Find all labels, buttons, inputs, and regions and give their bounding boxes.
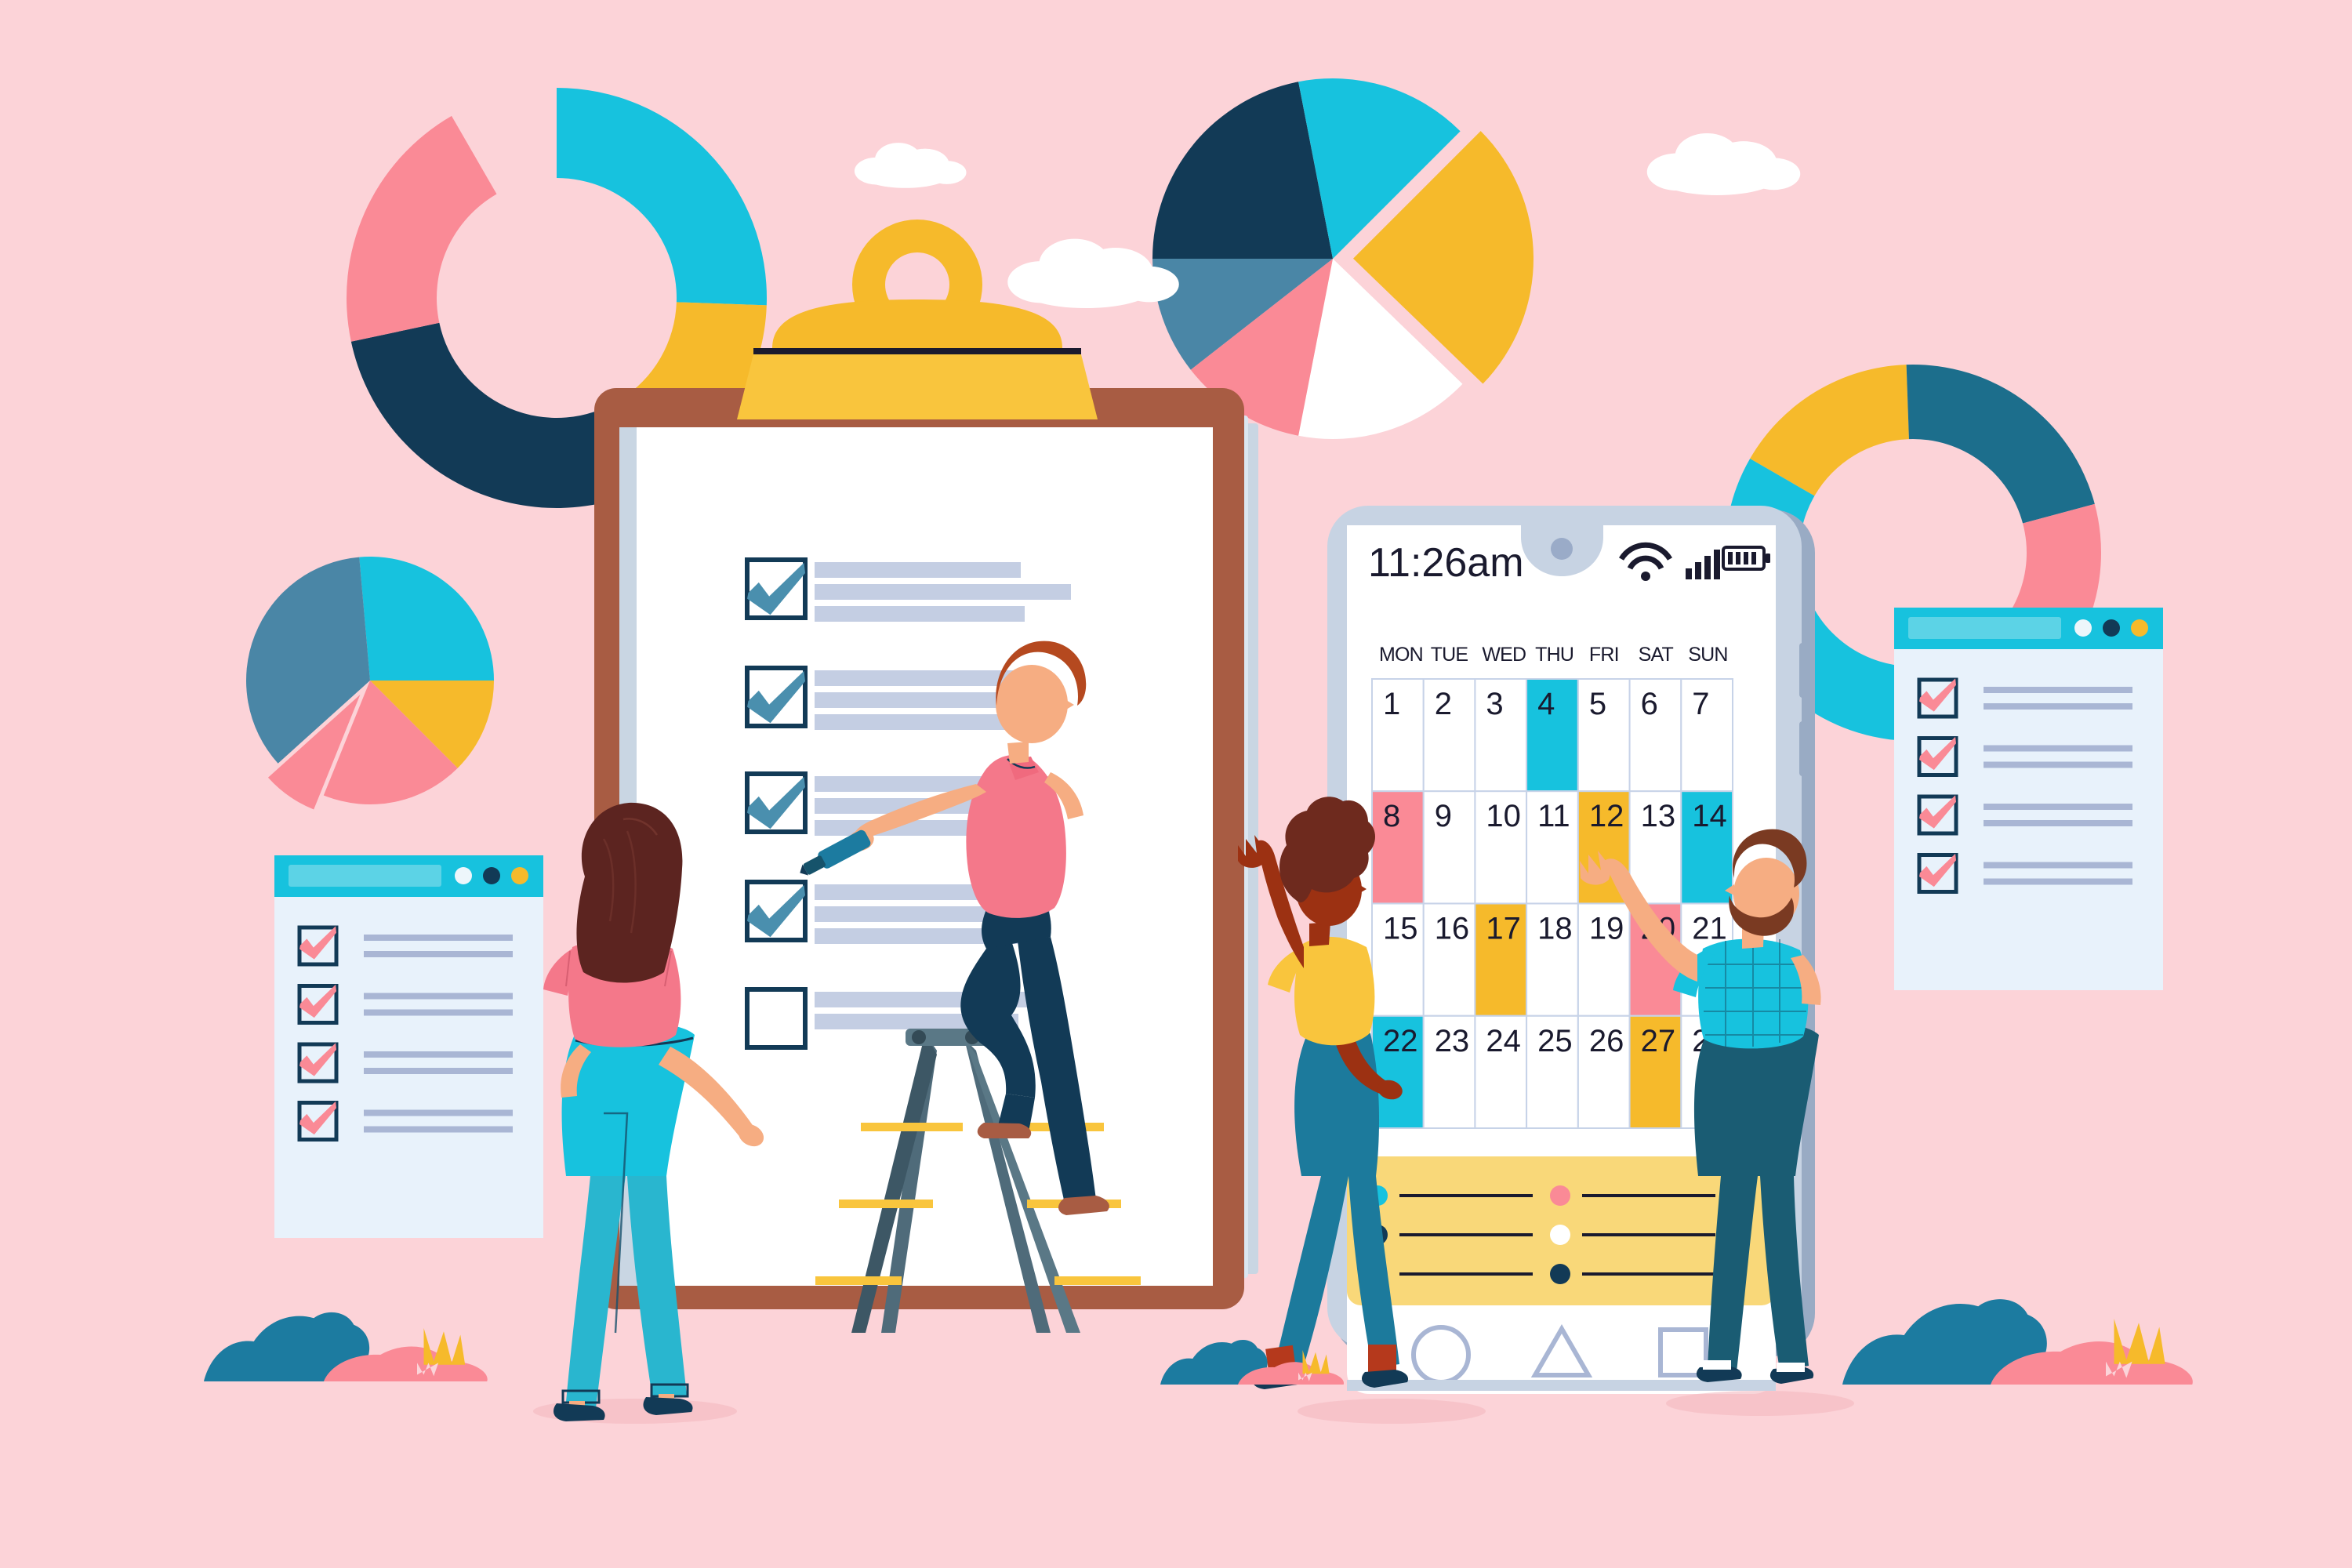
svg-text:18: 18 (1537, 912, 1573, 946)
svg-text:8: 8 (1383, 799, 1400, 833)
svg-text:24: 24 (1486, 1024, 1521, 1058)
svg-text:SAT: SAT (1639, 644, 1674, 666)
svg-text:10: 10 (1486, 799, 1521, 833)
svg-text:21: 21 (1692, 912, 1727, 946)
svg-text:25: 25 (1537, 1024, 1573, 1058)
svg-text:12: 12 (1589, 799, 1624, 833)
svg-text:THU: THU (1535, 644, 1573, 666)
svg-text:14: 14 (1692, 799, 1727, 833)
svg-text:27: 27 (1641, 1024, 1676, 1058)
svg-text:6: 6 (1641, 687, 1658, 721)
svg-text:TUE: TUE (1431, 644, 1468, 666)
svg-text:11:26am: 11:26am (1368, 540, 1524, 586)
svg-text:1: 1 (1383, 687, 1400, 721)
svg-text:MON: MON (1379, 644, 1423, 666)
svg-text:2: 2 (1435, 687, 1452, 721)
svg-text:FRI: FRI (1589, 644, 1619, 666)
svg-text:3: 3 (1486, 687, 1503, 721)
svg-text:5: 5 (1589, 687, 1606, 721)
svg-text:17: 17 (1486, 912, 1521, 946)
svg-text:19: 19 (1589, 912, 1624, 946)
svg-text:SUN: SUN (1688, 644, 1727, 666)
svg-text:13: 13 (1641, 799, 1676, 833)
svg-text:16: 16 (1435, 912, 1470, 946)
svg-text:9: 9 (1435, 799, 1452, 833)
svg-text:4: 4 (1537, 687, 1555, 721)
svg-text:11: 11 (1537, 799, 1570, 833)
svg-text:WED: WED (1482, 644, 1526, 666)
svg-text:15: 15 (1383, 912, 1418, 946)
svg-text:26: 26 (1589, 1024, 1624, 1058)
svg-text:22: 22 (1383, 1024, 1418, 1058)
svg-text:23: 23 (1435, 1024, 1470, 1058)
svg-text:7: 7 (1692, 687, 1709, 721)
